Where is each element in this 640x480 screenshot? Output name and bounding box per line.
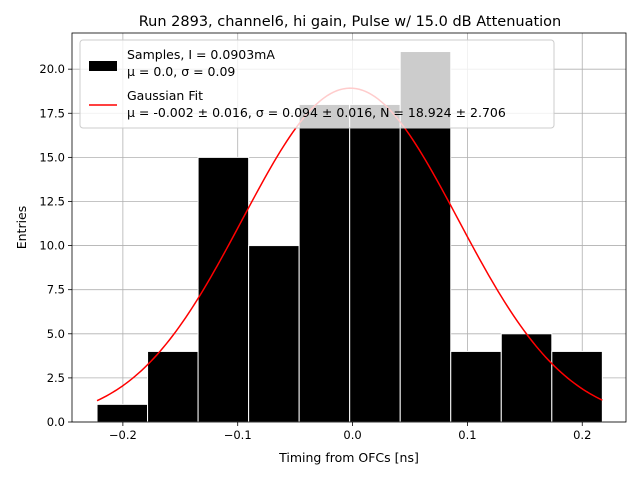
y-axis-label: Entries [14, 206, 29, 250]
histogram-bar-5 [349, 103, 401, 423]
x-tick-label-3: 0.1 [458, 428, 476, 442]
histogram-bar-9 [551, 350, 603, 423]
legend: Samples, I = 0.0903mA μ = 0.0, σ = 0.09 … [79, 39, 555, 129]
legend-fit-line2: μ = -0.002 ± 0.016, σ = 0.094 ± 0.016, N… [127, 105, 506, 120]
y-tick-label-7: 17.5 [39, 106, 65, 120]
histogram-bar-8 [500, 333, 553, 423]
x-tick-label-0: −0.2 [109, 428, 137, 442]
histogram-bar-2 [197, 156, 250, 423]
histogram-bars [96, 51, 603, 423]
y-tick-label-3: 7.5 [47, 283, 65, 297]
histogram-bar-4 [298, 103, 351, 423]
histogram-bar-1 [147, 350, 199, 423]
y-tick-label-1: 2.5 [47, 371, 65, 385]
axis-ticks: −0.2 −0.1 0.0 0.1 0.2 0.0 2.5 5.0 7.5 10.0 12.5 15.… [39, 62, 591, 442]
chart-title: Run 2893, channel6, hi gain, Pulse w/ 15… [139, 14, 562, 30]
x-axis-label: Timing from OFCs [ns] [278, 450, 419, 465]
legend-samples-swatch [89, 61, 117, 71]
x-tick-label-2: 0.0 [343, 428, 361, 442]
histogram-bar-7 [450, 350, 502, 423]
legend-fit-line1: Gaussian Fit [127, 88, 203, 103]
y-tick-label-5: 12.5 [39, 194, 65, 208]
y-tick-label-2: 5.0 [47, 327, 65, 341]
y-tick-label-6: 15.0 [39, 150, 65, 164]
x-tick-label-1: −0.1 [224, 428, 252, 442]
x-tick-label-4: 0.2 [573, 428, 591, 442]
histogram-bar-0 [96, 403, 149, 423]
y-tick-label-8: 20.0 [39, 62, 65, 76]
y-tick-label-4: 10.0 [39, 239, 65, 253]
legend-samples-line1: Samples, I = 0.0903mA [127, 47, 275, 62]
y-tick-label-0: 0.0 [47, 415, 65, 429]
legend-samples-line2: μ = 0.0, σ = 0.09 [127, 64, 235, 79]
plot-frame [71, 32, 627, 423]
histogram-bar-3 [248, 245, 300, 423]
legend-box [79, 39, 555, 129]
